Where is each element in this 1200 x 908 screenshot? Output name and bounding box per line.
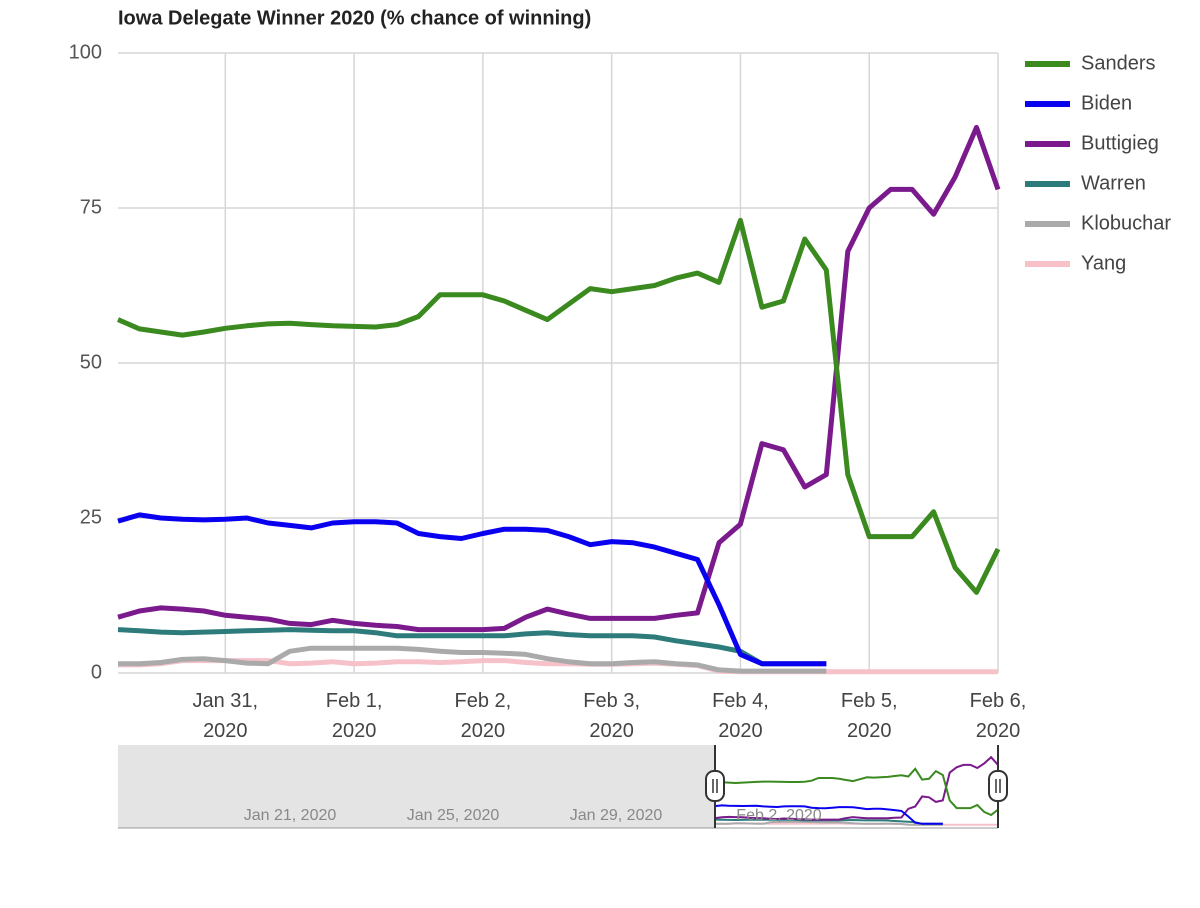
series-line	[118, 658, 998, 675]
navigator-label: Jan 21, 2020	[244, 807, 337, 824]
legend-label: Klobuchar	[1081, 212, 1171, 234]
navigator-label: Jan 29, 2020	[570, 807, 663, 824]
y-tick-label: 25	[80, 506, 102, 528]
x-tick-label: Feb 6, 2020	[969, 690, 1027, 742]
chart-title: Iowa Delegate Winner 2020 (% chance of w…	[118, 7, 591, 29]
y-tick-label: 75	[80, 196, 102, 218]
y-tick-label: 50	[80, 351, 102, 373]
x-tick-label: Feb 5, 2020	[840, 690, 898, 742]
series-line	[118, 645, 827, 674]
series-line	[117, 124, 1001, 633]
series-line	[117, 627, 827, 667]
navigator-shade	[118, 745, 715, 828]
y-tick-label: 100	[69, 41, 102, 63]
x-tick-label: Feb 1, 2020	[325, 690, 383, 742]
x-tick-label: Feb 2, 2020	[454, 690, 512, 742]
y-tick-label: 0	[91, 661, 102, 683]
navigator-line	[715, 820, 943, 826]
navigator-handle[interactable]	[705, 770, 725, 802]
navigator-line	[714, 755, 999, 821]
x-tick-label: Feb 4, 2020	[712, 690, 769, 742]
navigator-line	[714, 767, 999, 817]
legend-label: Biden	[1081, 92, 1132, 114]
x-tick-label: Jan 31, 2020	[192, 690, 259, 742]
legend-label: Yang	[1081, 252, 1126, 274]
navigator-line	[714, 804, 943, 825]
x-tick-label: Feb 3, 2020	[583, 690, 640, 742]
series-line	[117, 512, 827, 667]
navigator-label: Jan 25, 2020	[407, 807, 500, 824]
legend-label: Buttigieg	[1081, 132, 1159, 154]
legend-label: Warren	[1081, 172, 1146, 194]
navigator-label: Feb 2, 2020	[736, 807, 822, 824]
navigator-handle[interactable]	[988, 770, 1008, 802]
legend-label: Sanders	[1081, 52, 1156, 74]
series-line	[117, 217, 1001, 595]
